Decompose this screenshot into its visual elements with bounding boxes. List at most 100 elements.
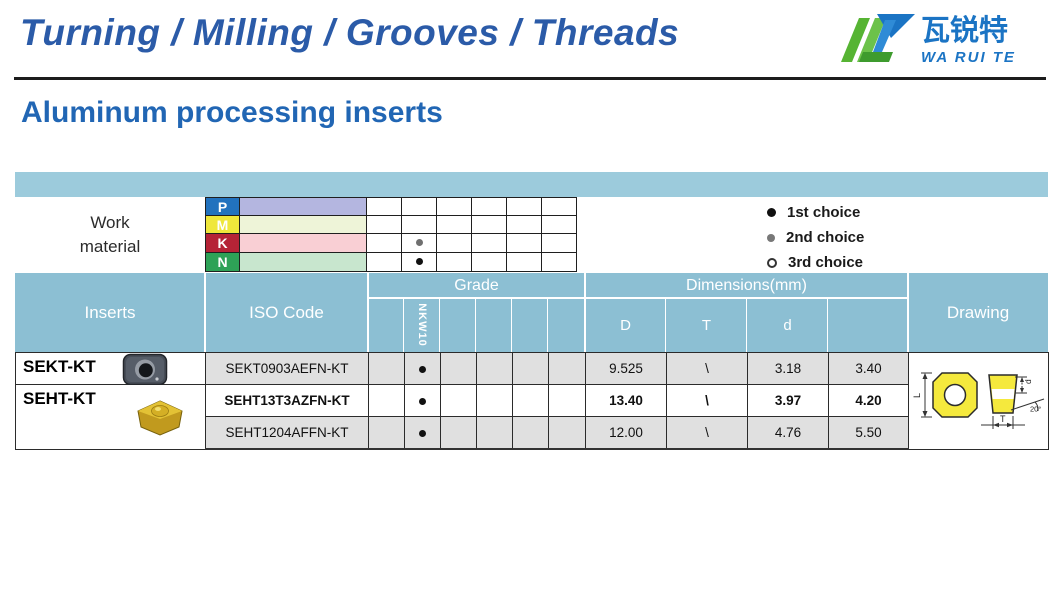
first-choice-dot	[415, 258, 423, 266]
page-header-title: Turning / Milling / Grooves / Threads	[20, 12, 680, 53]
drawing-label-angle: 20°	[1030, 405, 1041, 414]
grade-mark-cell	[366, 252, 402, 272]
logo-english-text: WA RUI TE	[921, 49, 1016, 66]
iso-code-cell: SEKT0903AEFN-KT	[205, 352, 369, 385]
column-header-iso-code: ISO Code	[249, 302, 324, 322]
work-material-line2: material	[79, 237, 141, 256]
dim-extra-cell: 5.50	[828, 416, 909, 450]
grade-mark-cell	[401, 197, 437, 216]
dim-d-cell: 4.76	[747, 416, 829, 450]
legend-label: 2nd choice	[786, 229, 865, 246]
grade-cell	[476, 352, 513, 385]
header-separator	[665, 298, 666, 352]
legend-item-second: 2nd choice	[767, 225, 864, 250]
header-separator	[204, 273, 206, 352]
grade-mark-cell	[436, 252, 472, 272]
material-band-K	[239, 233, 367, 253]
column-header-dim-T: T	[701, 316, 712, 334]
column-header-dim-d: d	[783, 316, 792, 334]
insert-data-table: SEKT-KT SEKT0903AEFN-KT 9.525	[15, 352, 1049, 450]
grade-mark-cell	[541, 215, 577, 234]
header-separator	[403, 298, 404, 352]
column-header-grade-nkw10: NKW10	[404, 298, 440, 352]
grade-mark-cell	[471, 252, 507, 272]
work-material-row-P: P	[205, 197, 577, 216]
work-material-row-M: M	[205, 215, 577, 234]
insert-technical-drawing: L d	[912, 372, 1044, 430]
material-band-P	[239, 197, 367, 216]
grade-cell	[440, 352, 477, 385]
work-material-row-K: K	[205, 233, 577, 253]
grade-mark-cell	[436, 233, 472, 253]
grade-mark-cell	[506, 197, 542, 216]
work-material-label: Work material	[15, 197, 205, 273]
grade-cell	[368, 416, 405, 450]
grade-cell	[440, 384, 477, 417]
dim-T-cell: \	[666, 384, 748, 417]
material-class-P: P	[205, 197, 240, 216]
grade-cell	[368, 352, 405, 385]
grade-mark-cell	[471, 215, 507, 234]
legend-item-first: 1st choice	[767, 200, 864, 225]
insert-family-cell-sekt: SEKT-KT	[15, 352, 206, 386]
dim-extra-cell: 4.20	[828, 384, 909, 417]
grade-cell-nkw10	[404, 384, 441, 417]
header-separator	[475, 298, 476, 352]
grade-mark-cell-N-NKW10	[401, 252, 437, 272]
iso-code-cell: SEHT13T3AZFN-KT	[205, 384, 369, 417]
material-band-M	[239, 215, 367, 234]
legend-label: 1st choice	[787, 204, 861, 221]
grade-cell	[548, 416, 586, 450]
dim-d-cell: 3.18	[747, 352, 829, 385]
column-header-dimensions: Dimensions(mm)	[686, 276, 807, 294]
header-separator	[511, 298, 512, 352]
material-class-K: K	[205, 233, 240, 253]
second-choice-dot	[415, 239, 423, 247]
grade-cell	[548, 352, 586, 385]
header-separator	[368, 297, 908, 299]
insert-family-name: SEKT-KT	[23, 357, 96, 376]
first-choice-dot-icon	[767, 208, 776, 217]
grade-mark-cell	[506, 252, 542, 272]
work-material-grid: P M K	[205, 197, 577, 272]
column-header-dim-extra	[828, 298, 908, 352]
grade-mark-cell	[436, 215, 472, 234]
table-header-band: Inserts ISO Code Grade NKW10 Dimensions(…	[15, 273, 1048, 352]
grade-cell	[512, 384, 549, 417]
grade-cell	[368, 384, 405, 417]
grade-mark-cell	[541, 197, 577, 216]
seht-insert-photo	[137, 400, 183, 436]
insert-family-cell-seht: SEHT-KT	[15, 384, 206, 450]
choice-legend: 1st choice 2nd choice 3rd choice	[767, 200, 864, 275]
grade-cell	[548, 384, 586, 417]
grade-mark-cell-K-NKW10	[401, 233, 437, 253]
work-material-row-N: N	[205, 252, 577, 272]
material-band-N	[239, 252, 367, 272]
dim-d-cell: 3.97	[747, 384, 829, 417]
first-choice-dot	[419, 397, 426, 405]
drawing-label-L: L	[912, 393, 922, 398]
grade-cell	[476, 384, 513, 417]
dim-T-cell: \	[666, 352, 748, 385]
dim-D-cell: 9.525	[585, 352, 667, 385]
grade-mark-cell	[541, 252, 577, 272]
third-choice-circle-icon	[767, 257, 777, 268]
column-header-inserts: Inserts	[84, 302, 136, 322]
page-title: Aluminum processing inserts	[21, 96, 443, 129]
material-class-N: N	[205, 252, 240, 272]
grade-mark-cell	[541, 233, 577, 253]
drawing-label-d: d	[1023, 379, 1033, 384]
header-separator	[746, 298, 747, 352]
grade-mark-cell	[471, 233, 507, 253]
material-class-M: M	[205, 215, 240, 234]
grade-cell	[512, 352, 549, 385]
header-separator	[439, 298, 440, 352]
grade-cell-nkw10	[404, 352, 441, 385]
grade-cell	[476, 416, 513, 450]
grade-mark-cell	[471, 197, 507, 216]
insert-spec-table: Work material P M	[15, 172, 1049, 450]
column-header-drawing: Drawing	[946, 302, 1010, 322]
second-choice-dot-icon	[767, 233, 775, 242]
grade-mark-cell	[506, 215, 542, 234]
